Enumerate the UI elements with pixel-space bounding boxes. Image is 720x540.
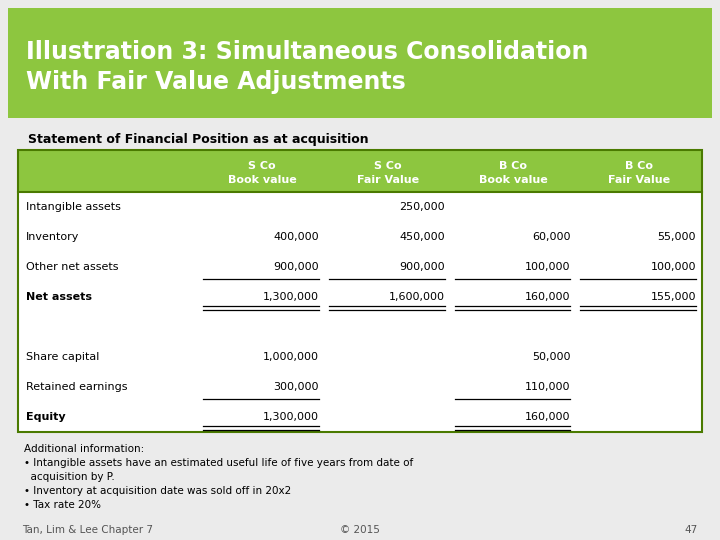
- Text: 1,600,000: 1,600,000: [389, 292, 445, 302]
- Text: acquisition by P.: acquisition by P.: [24, 472, 114, 482]
- Text: • Inventory at acquisition date was sold off in 20x2: • Inventory at acquisition date was sold…: [24, 486, 292, 496]
- Text: Other net assets: Other net assets: [26, 262, 119, 272]
- Text: S Co: S Co: [248, 161, 276, 171]
- Text: Net assets: Net assets: [26, 292, 92, 302]
- Text: Book value: Book value: [479, 175, 548, 185]
- Text: B Co: B Co: [625, 161, 653, 171]
- Text: 155,000: 155,000: [650, 292, 696, 302]
- Text: 1,000,000: 1,000,000: [263, 352, 319, 362]
- Text: Additional information:: Additional information:: [24, 444, 144, 454]
- Text: Equity: Equity: [26, 412, 66, 422]
- Text: 160,000: 160,000: [525, 292, 570, 302]
- Text: 55,000: 55,000: [657, 232, 696, 242]
- Text: 160,000: 160,000: [525, 412, 570, 422]
- Text: 250,000: 250,000: [399, 202, 445, 212]
- Bar: [18, 252, 702, 282]
- Text: 1,300,000: 1,300,000: [263, 292, 319, 302]
- Text: 50,000: 50,000: [532, 352, 570, 362]
- Text: © 2015: © 2015: [340, 525, 380, 535]
- Text: Share capital: Share capital: [26, 352, 99, 362]
- Text: S Co: S Co: [374, 161, 402, 171]
- Text: Illustration 3: Simultaneous Consolidation: Illustration 3: Simultaneous Consolidati…: [26, 40, 588, 64]
- Bar: [18, 312, 702, 342]
- Bar: [18, 222, 702, 252]
- Text: With Fair Value Adjustments: With Fair Value Adjustments: [26, 70, 406, 94]
- Text: • Tax rate 20%: • Tax rate 20%: [24, 500, 101, 510]
- Text: B Co: B Co: [500, 161, 528, 171]
- Text: Fair Value: Fair Value: [608, 175, 670, 185]
- Text: Fair Value: Fair Value: [356, 175, 419, 185]
- Text: 900,000: 900,000: [274, 262, 319, 272]
- Text: Statement of Financial Position as at acquisition: Statement of Financial Position as at ac…: [28, 133, 369, 146]
- Text: • Intangible assets have an estimated useful life of five years from date of: • Intangible assets have an estimated us…: [24, 458, 413, 468]
- Bar: [18, 282, 702, 312]
- Bar: [18, 342, 702, 372]
- Bar: [18, 150, 702, 192]
- Text: 60,000: 60,000: [532, 232, 570, 242]
- Text: Inventory: Inventory: [26, 232, 79, 242]
- Text: 100,000: 100,000: [525, 262, 570, 272]
- Text: 47: 47: [685, 525, 698, 535]
- Text: 110,000: 110,000: [525, 382, 570, 392]
- Bar: [18, 150, 702, 432]
- Text: 300,000: 300,000: [274, 382, 319, 392]
- Text: 400,000: 400,000: [274, 232, 319, 242]
- Text: 1,300,000: 1,300,000: [263, 412, 319, 422]
- Text: 100,000: 100,000: [650, 262, 696, 272]
- Text: Book value: Book value: [228, 175, 297, 185]
- Bar: [18, 150, 702, 432]
- Text: 900,000: 900,000: [399, 262, 445, 272]
- Text: Retained earnings: Retained earnings: [26, 382, 127, 392]
- Bar: [18, 372, 702, 402]
- Text: Intangible assets: Intangible assets: [26, 202, 121, 212]
- Bar: [8, 8, 712, 118]
- Text: Tan, Lim & Lee Chapter 7: Tan, Lim & Lee Chapter 7: [22, 525, 153, 535]
- Bar: [18, 192, 702, 222]
- Bar: [18, 402, 702, 432]
- Text: 450,000: 450,000: [399, 232, 445, 242]
